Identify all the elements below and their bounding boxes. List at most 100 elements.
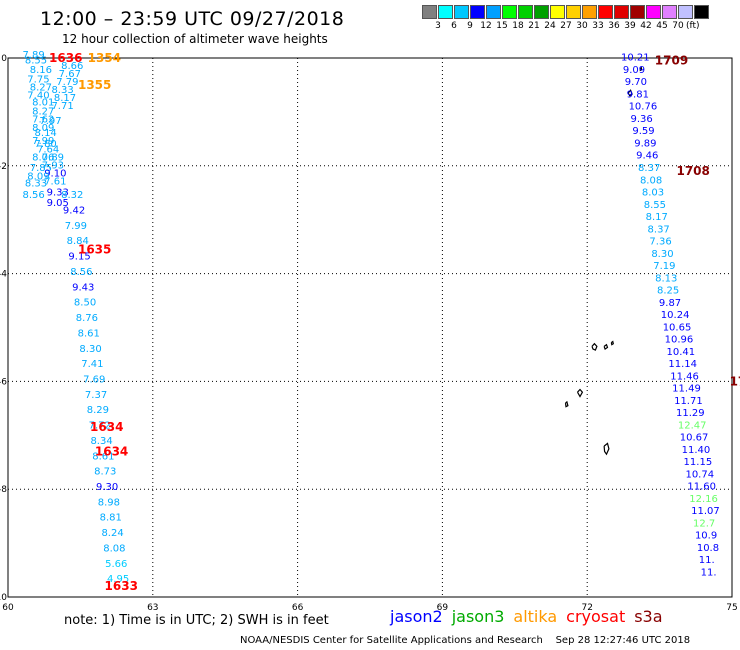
- legend-label: 9: [467, 21, 473, 31]
- swh-value: 11.15: [684, 457, 713, 468]
- swh-value: 8.56: [70, 267, 92, 278]
- legend-label: 36: [608, 21, 620, 31]
- legend-swatch: [518, 5, 533, 19]
- swh-value: 8.66: [61, 61, 83, 72]
- swh-value: 8.32: [61, 190, 83, 201]
- island-outline: [603, 343, 609, 351]
- swh-value: 8.37: [648, 224, 670, 235]
- swh-value: 8.33: [25, 178, 47, 189]
- swh-value: 11.07: [691, 506, 720, 517]
- swh-value: 7.89: [22, 50, 44, 61]
- x-tick-label: 72: [581, 603, 592, 613]
- y-tick-label: -10: [0, 593, 7, 603]
- swh-value: 7.99: [32, 136, 54, 147]
- swh-value: 8.34: [90, 436, 112, 447]
- legend-swatch: [470, 5, 485, 19]
- satellite-cryosat: cryosat: [566, 607, 626, 626]
- swh-value: 8.08: [640, 175, 662, 186]
- satellite-legend: jason2 jason3 altika cryosat s3a: [390, 607, 672, 626]
- legend-swatch: [694, 5, 709, 19]
- swh-value: 8.17: [54, 93, 76, 104]
- time-label: 1355: [78, 78, 111, 92]
- satellite-s3a: s3a: [634, 607, 663, 626]
- swh-value: 9.15: [68, 252, 90, 263]
- swh-value: 11.46: [670, 371, 699, 382]
- legend-swatch: [502, 5, 517, 19]
- swh-value: 8.16: [30, 65, 52, 76]
- island-outline: [627, 89, 633, 97]
- swh-value: 7.79: [56, 77, 78, 88]
- legend-label: 3: [435, 21, 441, 31]
- legend-label: 18: [512, 21, 524, 31]
- swh-value: 7.40: [27, 90, 49, 101]
- swh-value: 8.98: [98, 497, 120, 508]
- swh-value: 8.14: [35, 128, 57, 139]
- credit-text: NOAA/NESDIS Center for Satellite Applica…: [240, 635, 543, 646]
- swh-value: 4.95: [107, 574, 129, 585]
- swh-value: 8.84: [67, 236, 89, 247]
- swh-value: 10.41: [666, 347, 695, 358]
- x-tick-label: 75: [726, 603, 737, 613]
- y-tick-label: -8: [0, 485, 7, 495]
- swh-value: 7.64: [37, 144, 59, 155]
- swh-value: 8.17: [646, 212, 668, 223]
- y-tick-label: -6: [0, 377, 7, 387]
- swh-value: 9.89: [634, 138, 656, 149]
- swh-value: 8.61: [78, 328, 100, 339]
- swh-value: 10.74: [685, 469, 714, 480]
- swh-value: 8.55: [25, 55, 47, 66]
- satellite-jason2: jason2: [390, 607, 443, 626]
- legend-swatch: [614, 5, 629, 19]
- swh-value: 10.96: [665, 335, 694, 346]
- note-text: note: 1) Time is in UTC; 2) SWH is in fe…: [64, 613, 329, 628]
- swh-value: 8.25: [657, 286, 679, 297]
- swh-value: 7.75: [27, 74, 49, 85]
- swh-value: 8.08: [103, 543, 125, 554]
- page-title: 12:00 – 23:59 UTC 09/27/2018: [40, 8, 345, 30]
- legend-swatch: [582, 5, 597, 19]
- time-label: 170: [730, 374, 740, 388]
- legend-label: 45: [656, 21, 668, 31]
- swh-value: 7.61: [44, 177, 66, 188]
- swh-value: 7.71: [51, 101, 73, 112]
- legend-swatch: [598, 5, 613, 19]
- x-tick-label: 60: [2, 603, 14, 613]
- time-label: 1634: [90, 420, 123, 434]
- swh-value: 7.36: [649, 237, 671, 248]
- swh-value: 8.37: [638, 163, 660, 174]
- legend-label: 70: [672, 21, 684, 31]
- swh-value: 8.06: [32, 152, 54, 163]
- time-label: 1634: [95, 444, 128, 458]
- swh-value: 9.46: [636, 151, 658, 162]
- time-label: 1635: [78, 242, 111, 256]
- swh-value: 7.89: [42, 152, 64, 163]
- satellite-altika: altika: [513, 607, 558, 626]
- swh-value: 8.81: [100, 513, 122, 524]
- time-label: 1708: [676, 164, 709, 178]
- swh-value: 5.66: [105, 559, 127, 570]
- swh-value: 10.9: [695, 531, 717, 542]
- time-label: 1709: [655, 54, 688, 68]
- swh-value: 9.81: [627, 89, 649, 100]
- swh-value: 8.73: [94, 467, 116, 478]
- swh-value: 11.71: [674, 396, 703, 407]
- legend-swatch: [630, 5, 645, 19]
- legend-label: 6: [451, 21, 457, 31]
- legend-swatch: [550, 5, 565, 19]
- swh-value: 8.27: [30, 82, 52, 93]
- swh-value: 10.65: [663, 322, 692, 333]
- swh-value: 9.36: [630, 114, 652, 125]
- swh-value: 9.09: [623, 65, 645, 76]
- swh-value: 7.41: [81, 359, 103, 370]
- satellite-jason3: jason3: [451, 607, 505, 626]
- x-tick-label: 63: [147, 603, 158, 613]
- swh-value: 11.14: [668, 359, 697, 370]
- island-outline: [639, 66, 643, 72]
- swh-value: 7.62: [32, 115, 54, 126]
- legend-label: 30: [576, 21, 588, 31]
- swh-value: 12.16: [689, 494, 718, 505]
- legend-swatch: [438, 5, 453, 19]
- swh-value: 10.24: [661, 310, 690, 321]
- swh-value: 12.7: [693, 518, 715, 529]
